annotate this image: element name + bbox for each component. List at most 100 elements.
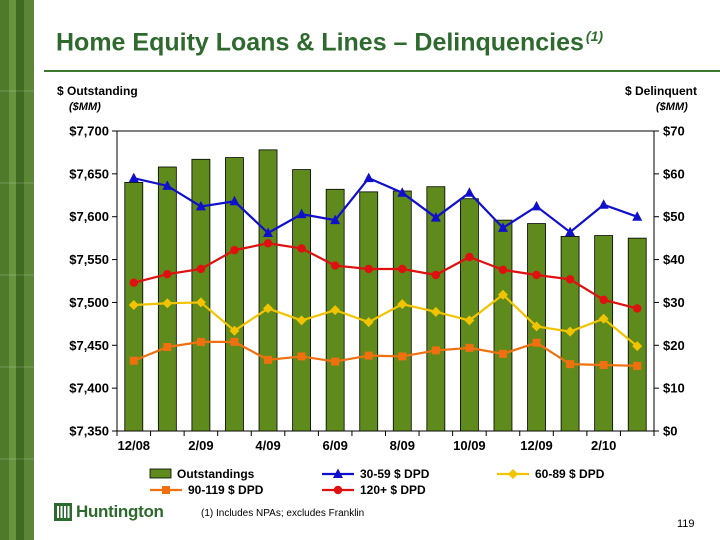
- dpd-120-plus-point: [633, 304, 642, 313]
- dpd-90-119-point: [196, 337, 205, 346]
- dpd-90-119-point: [129, 356, 138, 365]
- dpd-30-59-point: [128, 172, 139, 183]
- right-axis-tick-label: $60: [663, 166, 685, 181]
- dpd-30-59-point: [330, 214, 341, 225]
- left-axis-tick-label: $7,450: [69, 338, 109, 353]
- right-axis-tick-label: $30: [663, 295, 685, 310]
- dpd-90-119-point: [331, 357, 340, 366]
- dpd-90-119-point: [297, 352, 306, 361]
- huntington-logo: Huntington: [54, 502, 164, 522]
- dpd-30-59-point: [363, 172, 374, 183]
- left-axis-unit: ($MM): [69, 101, 101, 113]
- right-axis-title: $ Delinquent: [625, 84, 698, 98]
- dpd-30-59-point: [229, 195, 240, 206]
- dpd-60-89-point: [531, 321, 542, 332]
- dpd-90-119-point: [163, 343, 172, 351]
- dpd-90-119-line: [133, 340, 638, 367]
- title-rule: [44, 70, 720, 72]
- outstandings-bar: [359, 191, 379, 432]
- dpd-60-89-point: [162, 298, 173, 309]
- dpd-60-89-point: [128, 300, 139, 310]
- outstandings-bar: [225, 157, 244, 432]
- logo-mark-icon: [54, 503, 72, 521]
- x-axis-tick-label: 12/09: [520, 438, 553, 453]
- outstandings-bar: [493, 219, 513, 432]
- dpd-60-89-point: [430, 306, 441, 317]
- dpd-60-89-point: [397, 299, 408, 310]
- dpd-120-plus-point: [398, 264, 407, 274]
- right-axis-unit: ($MM): [656, 101, 688, 113]
- page-title: Home Equity Loans & Lines – Delinquencie…: [56, 28, 604, 57]
- right-axis-tick-label: $20: [663, 338, 685, 353]
- outstandings-bar: [627, 237, 647, 432]
- dpd-30-59-point: [195, 200, 206, 211]
- outstandings-bar: [594, 235, 614, 432]
- legend-30-59-dpd-marker: [333, 468, 343, 478]
- left-axis-tick-label: $7,550: [69, 252, 109, 267]
- left-axis-tick-label: $7,350: [69, 424, 109, 439]
- legend-90-119-dpd-label: 90-119 $ DPD: [188, 483, 264, 497]
- dpd-90-119-point: [532, 338, 541, 347]
- dpd-60-89-point: [363, 317, 374, 328]
- outstandings-bar: [258, 149, 278, 432]
- dpd-30-59-point: [296, 208, 307, 219]
- dpd-90-119-point: [364, 351, 373, 360]
- dpd-30-59-point: [430, 212, 441, 222]
- legend-90-119-dpd-marker: [162, 486, 170, 494]
- footnote: (1) Includes NPAs; excludes Franklin: [201, 508, 365, 519]
- left-axis-tick-label: $7,650: [69, 166, 109, 181]
- dpd-60-89-point: [195, 297, 206, 308]
- dpd-90-119-point: [465, 343, 474, 352]
- x-axis-tick-label: 4/09: [255, 438, 280, 453]
- right-axis-tick-label: $50: [663, 209, 685, 224]
- x-axis-tick-label: 2/10: [591, 438, 616, 453]
- x-axis-tick-label: 10/09: [453, 438, 486, 453]
- left-decorative-band: [0, 0, 34, 540]
- dpd-60-89-point: [497, 289, 508, 300]
- dpd-30-59-point: [464, 187, 475, 197]
- left-axis-tick-label: $7,500: [69, 295, 109, 310]
- dpd-120-plus-point: [330, 261, 340, 270]
- dpd-60-89-point: [598, 313, 609, 324]
- legend-120-plus-dpd-label: 120+ $ DPD: [360, 483, 426, 497]
- dpd-120-plus-point: [263, 239, 273, 248]
- page-number: 119: [677, 518, 695, 530]
- dpd-120-plus-point: [230, 245, 239, 255]
- legend-outstandings-label: Outstandings: [177, 467, 255, 481]
- x-axis-tick-label: 2/09: [188, 438, 213, 453]
- dpd-90-119-point: [264, 355, 273, 364]
- dpd-60-89-point: [296, 315, 307, 326]
- dpd-90-119-point: [230, 337, 239, 346]
- dpd-60-89-point: [229, 325, 240, 336]
- left-axis-tick-label: $7,600: [69, 209, 109, 224]
- outstandings-bar: [292, 169, 311, 432]
- legend-60-89-dpd-marker: [508, 469, 518, 479]
- legend-outstandings-swatch: [149, 468, 172, 479]
- dpd-120-plus-point: [297, 244, 306, 253]
- dpd-90-119-point: [633, 361, 642, 370]
- x-axis-tick-label: 8/09: [390, 438, 415, 453]
- right-axis-tick-label: $0: [663, 424, 677, 439]
- x-axis-tick-label: 12/08: [118, 438, 151, 453]
- dpd-90-119-point: [398, 352, 407, 361]
- dpd-60-89-point: [565, 326, 576, 337]
- dpd-30-59-point: [598, 199, 609, 209]
- dpd-30-59-point: [397, 187, 408, 197]
- dpd-30-59-line: [133, 176, 638, 235]
- dpd-120-plus-point: [599, 295, 608, 305]
- dpd-30-59-point: [531, 200, 542, 211]
- outstandings-bar: [191, 158, 211, 432]
- left-axis-tick-label: $7,400: [69, 381, 109, 396]
- dpd-30-59-point: [497, 222, 508, 232]
- legend-120-plus-dpd-marker: [333, 485, 343, 495]
- dpd-30-59-point: [162, 180, 173, 190]
- dpd-120-plus-point: [532, 270, 541, 280]
- logo-text: Huntington: [76, 502, 164, 521]
- dpd-90-119-point: [566, 360, 575, 369]
- dpd-120-plus-point: [129, 278, 138, 287]
- dpd-60-89-line: [133, 293, 638, 347]
- dpd-60-89-point: [632, 341, 643, 352]
- dpd-120-plus-point: [565, 275, 575, 284]
- legend-60-89-dpd-label: 60-89 $ DPD: [535, 467, 605, 481]
- dpd-30-59-point: [632, 211, 643, 221]
